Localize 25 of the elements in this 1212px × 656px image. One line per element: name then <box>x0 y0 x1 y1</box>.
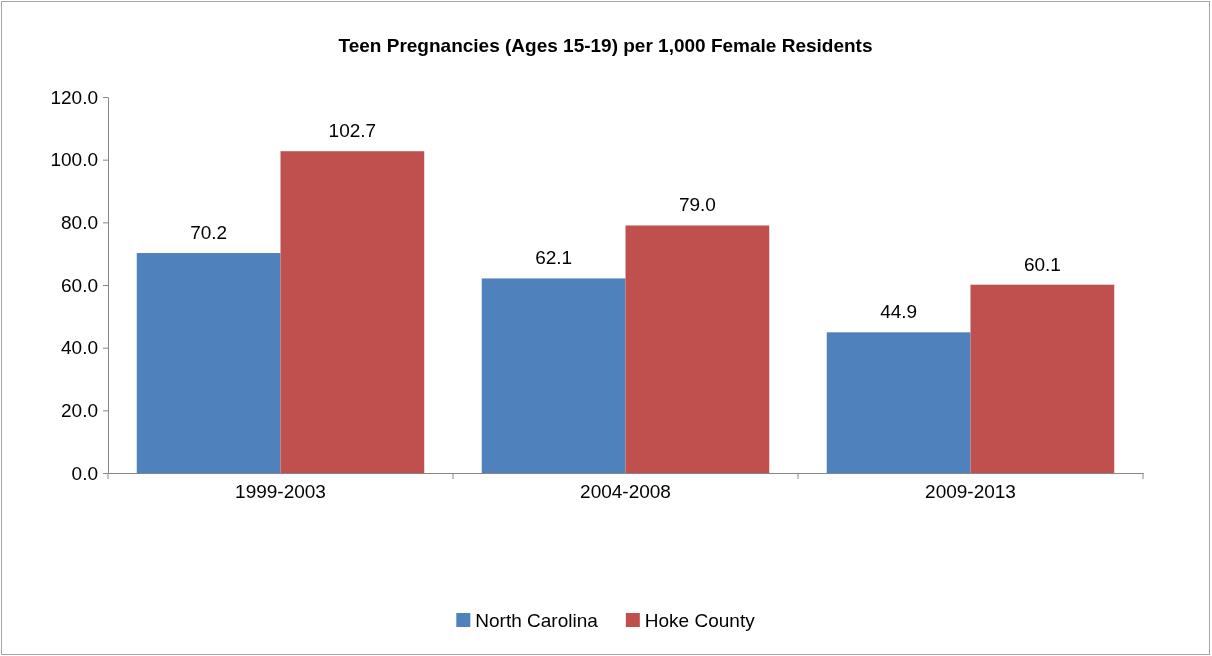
y-tick-label: 80.0 <box>61 211 98 233</box>
x-tick-label: 2009-2013 <box>925 481 1016 502</box>
bar <box>481 278 626 473</box>
bar <box>970 284 1115 473</box>
text: 44.9 <box>880 301 918 323</box>
legend-label: North Carolina <box>475 610 599 631</box>
y-tick-label: 60.0 <box>61 274 98 296</box>
text: 60.1 <box>1023 253 1061 275</box>
y-tick-label: 100.0 <box>50 149 98 171</box>
y-tick-label: 0.0 <box>71 462 98 484</box>
chart-title: Teen Pregnancies (Ages 15-19) per 1,000 Female Residents <box>338 35 873 56</box>
text: 70.2 <box>190 222 228 244</box>
text: 62.1 <box>535 247 573 269</box>
y-tick-label: 20.0 <box>61 399 98 421</box>
bar <box>136 253 281 473</box>
bar <box>625 225 770 473</box>
legend-label: Hoke County <box>644 610 756 631</box>
y-tick-label: 40.0 <box>61 337 98 359</box>
text: 79.0 <box>678 194 716 216</box>
bar <box>280 151 425 473</box>
bar <box>826 332 971 473</box>
x-tick-label: 1999-2003 <box>235 481 326 502</box>
x-tick-label: 2004-2008 <box>580 481 671 502</box>
y-tick-label: 120.0 <box>50 86 98 108</box>
text: 102.7 <box>328 120 377 142</box>
